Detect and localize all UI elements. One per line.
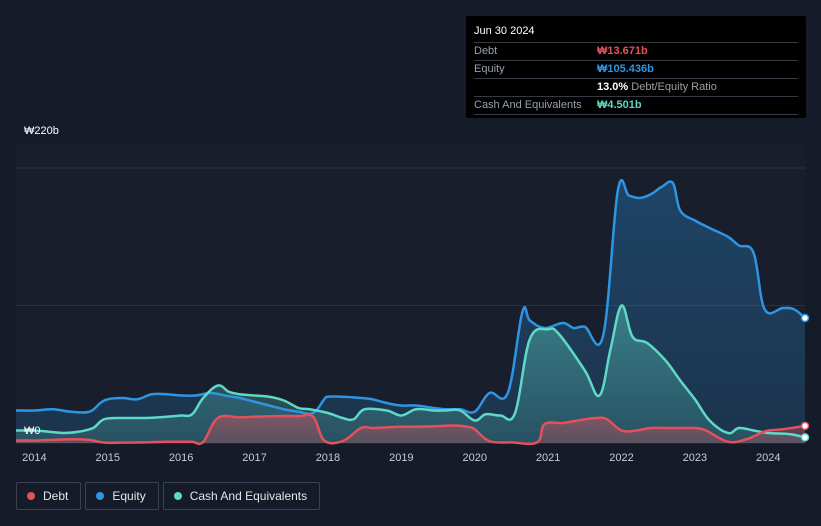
y-axis-max-label: ₩220b [24,125,59,137]
cash-line [15,304,806,439]
legend-dot-cash [173,492,182,500]
x-tick-label: 2018 [316,452,340,464]
tooltip-cash-row: Cash And Equivalents ₩4.501b [474,97,798,115]
tooltip-ratio-row: 13.0% Debt/Equity Ratio [474,79,798,97]
tooltip-debt-value: ₩13.671b [597,45,648,57]
equity-line [15,179,806,416]
x-tick-label: 2023 [683,452,707,464]
legend-item-debt[interactable]: Debt [16,482,82,510]
tooltip-ratio-label: Debt/Equity Ratio [631,81,717,93]
x-tick-label: 2016 [169,452,193,464]
x-tick-label: 2021 [536,452,560,464]
chart-legend: Debt Equity Cash And Equivalents [16,482,324,510]
x-tick-label: 2015 [96,452,120,464]
x-tick-label: 2020 [462,452,486,464]
tooltip-equity-row: Equity ₩105.436b [474,61,798,79]
legend-item-equity[interactable]: Equity [85,482,159,510]
y-axis-zero-label: ₩0 [24,425,41,437]
tooltip-date: Jun 30 2024 [474,22,798,43]
cash-endpoint [800,433,810,442]
legend-label-equity: Equity [112,489,146,503]
x-tick-label: 2024 [756,452,780,464]
debt-line [15,413,806,446]
debt-endpoint [800,421,810,431]
x-tick-label: 2022 [609,452,633,464]
x-tick-label: 2014 [22,452,46,464]
tooltip-debt-label: Debt [474,45,498,57]
data-tooltip: Jun 30 2024 Debt ₩13.671b Equity ₩105.43… [466,16,806,118]
x-tick-label: 2017 [242,452,266,464]
debt-equity-chart: 2014 2015 2016 2017 2018 2019 2020 2021 2022 2023… [15,167,810,464]
tooltip-equity-value: ₩105.436b [597,63,654,75]
tooltip-cash-label: Cash And Equivalents [474,99,582,111]
cash-area [16,305,805,443]
debt-area [16,414,805,444]
legend-dot-equity [96,492,105,500]
legend-dot-debt [27,492,35,500]
legend-item-cash[interactable]: Cash And Equivalents [162,482,321,510]
tooltip-ratio-value: 13.0% [597,81,629,93]
tooltip-equity-label: Equity [474,63,505,75]
x-tick-label: 2019 [389,452,413,464]
legend-label-debt: Debt [43,489,69,503]
tooltip-debt-row: Debt ₩13.671b [474,43,798,61]
legend-label-cash: Cash And Equivalents [189,489,308,503]
equity-endpoint [800,313,810,323]
tooltip-ratio: 13.0% Debt/Equity Ratio [597,79,717,96]
tooltip-cash-value: ₩4.501b [597,99,642,111]
